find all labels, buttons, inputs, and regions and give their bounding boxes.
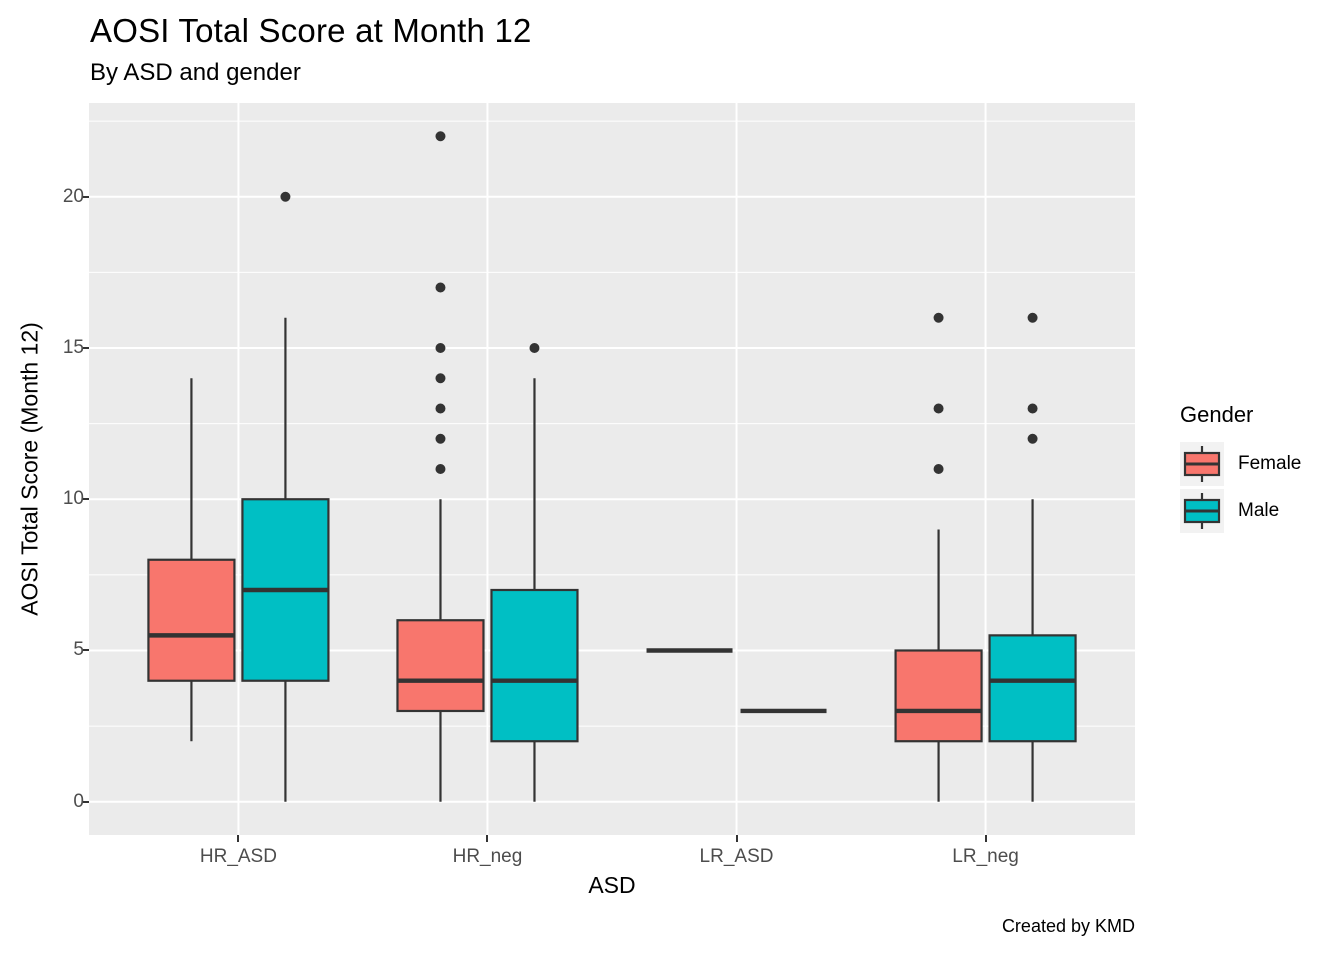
plot-panel xyxy=(89,103,1135,835)
legend-entry-female: Female xyxy=(1180,442,1301,486)
y-tick-mark xyxy=(83,195,89,198)
x-tick-mark xyxy=(735,835,738,842)
legend-key-male xyxy=(1180,489,1224,533)
y-axis-title: AOSI Total Score (Month 12) xyxy=(16,322,43,616)
outlier-point xyxy=(1027,403,1038,414)
x-tick-label-LR_ASD: LR_ASD xyxy=(699,846,774,867)
y-tick-label: 0 xyxy=(73,790,84,812)
legend-label: Male xyxy=(1238,500,1280,521)
x-tick-mark xyxy=(984,835,987,842)
y-tick-label: 15 xyxy=(62,337,84,358)
outlier-point xyxy=(933,464,944,474)
legend-key-female xyxy=(1180,442,1224,486)
box-LR_neg-Male xyxy=(988,634,1077,743)
x-tick-mark xyxy=(486,835,489,842)
chart-caption: Created by KMD xyxy=(1001,916,1135,936)
outlier-point xyxy=(435,433,446,444)
box-HR_neg-Male xyxy=(490,588,579,743)
outlier-point xyxy=(435,131,446,142)
outlier-point xyxy=(435,403,446,414)
x-tick-label-HR_neg: HR_neg xyxy=(452,846,523,867)
outlier-point xyxy=(435,464,446,474)
outlier-point xyxy=(280,191,291,202)
x-tick-mark xyxy=(237,835,240,842)
box-LR_neg-Female xyxy=(894,649,983,743)
outlier-point xyxy=(529,343,540,354)
boxplot-glyph-icon xyxy=(1183,493,1221,529)
outlier-point xyxy=(435,373,446,384)
legend-entry-male: Male xyxy=(1180,489,1301,533)
outlier-point xyxy=(933,403,944,414)
box-HR_neg-Female xyxy=(396,619,485,713)
y-tick-label: 5 xyxy=(73,639,84,661)
y-tick-mark xyxy=(83,800,89,803)
x-axis-title: ASD xyxy=(588,872,636,898)
legend-title: Gender xyxy=(1180,402,1254,427)
chart-title: AOSI Total Score at Month 12 xyxy=(90,12,532,49)
outlier-point xyxy=(933,312,944,323)
outlier-point xyxy=(1027,312,1038,323)
legend-entries: Female Male xyxy=(1180,442,1301,533)
y-tick-label: 20 xyxy=(62,185,84,207)
y-tick-mark xyxy=(83,498,89,501)
outlier-point xyxy=(435,343,446,354)
y-tick-label: 10 xyxy=(62,488,84,510)
box-HR_ASD-Female xyxy=(147,558,236,682)
outlier-point xyxy=(435,282,446,293)
y-tick-mark xyxy=(83,649,89,652)
y-tick-mark xyxy=(83,347,89,349)
x-tick-label-HR_ASD: HR_ASD xyxy=(199,846,277,867)
legend-label: Female xyxy=(1238,453,1302,474)
boxplot-glyph-icon xyxy=(1183,446,1221,482)
x-tick-label-LR_neg: LR_neg xyxy=(952,846,1019,867)
legend: Gender Female Male xyxy=(1180,402,1301,536)
boxplot-canvas xyxy=(89,103,1135,835)
outlier-point xyxy=(1027,433,1038,444)
chart-subtitle: By ASD and gender xyxy=(90,59,301,86)
